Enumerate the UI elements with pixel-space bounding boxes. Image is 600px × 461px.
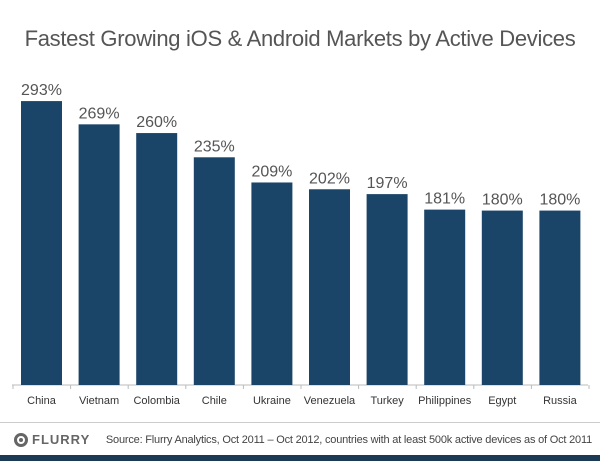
footer-divider: [0, 422, 600, 423]
bar-egypt: [481, 210, 523, 385]
category-label: Russia: [543, 395, 578, 407]
flurry-logo: FLURRY: [14, 432, 90, 447]
data-label: 180%: [539, 192, 580, 209]
data-label: 260%: [136, 114, 177, 131]
bar-philippines: [424, 209, 466, 385]
bar-colombia: [136, 133, 178, 385]
bar-china: [21, 101, 62, 385]
data-label: 197%: [367, 175, 408, 192]
category-label: Philippines: [418, 395, 472, 407]
category-label: Chile: [202, 395, 227, 407]
flurry-logo-icon: [14, 432, 28, 447]
category-label: China: [27, 395, 57, 407]
category-label: Ukraine: [253, 395, 291, 407]
bar-venezuela: [309, 189, 350, 385]
category-label: Egypt: [488, 395, 516, 407]
bar-chart: 293% China 269% Vietnam 260% Colombia 235% Chil…: [12, 82, 590, 407]
category-label: Colombia: [133, 395, 180, 407]
data-label: 235%: [194, 138, 235, 155]
data-label: 181%: [424, 191, 465, 208]
bar-chile: [193, 157, 235, 385]
category-label: Turkey: [370, 395, 404, 407]
bar-russia: [539, 210, 581, 385]
bar-ukraine: [251, 182, 293, 385]
data-label: 209%: [251, 163, 292, 180]
source-note: Source: Flurry Analytics, Oct 2011 – Oct…: [105, 434, 592, 446]
category-label: Vietnam: [79, 395, 119, 407]
logo-text: FLURRY: [32, 432, 91, 447]
chart-title: Fastest Growing iOS & Android Markets by…: [24, 26, 576, 51]
data-label: 269%: [79, 105, 120, 122]
bar-turkey: [366, 194, 408, 385]
bar-vietnam: [78, 124, 120, 386]
category-label: Venezuela: [304, 395, 356, 407]
bottom-bar: [0, 455, 600, 461]
data-label: 293%: [21, 82, 62, 99]
data-label: 202%: [309, 170, 350, 187]
data-label: 180%: [482, 192, 523, 209]
